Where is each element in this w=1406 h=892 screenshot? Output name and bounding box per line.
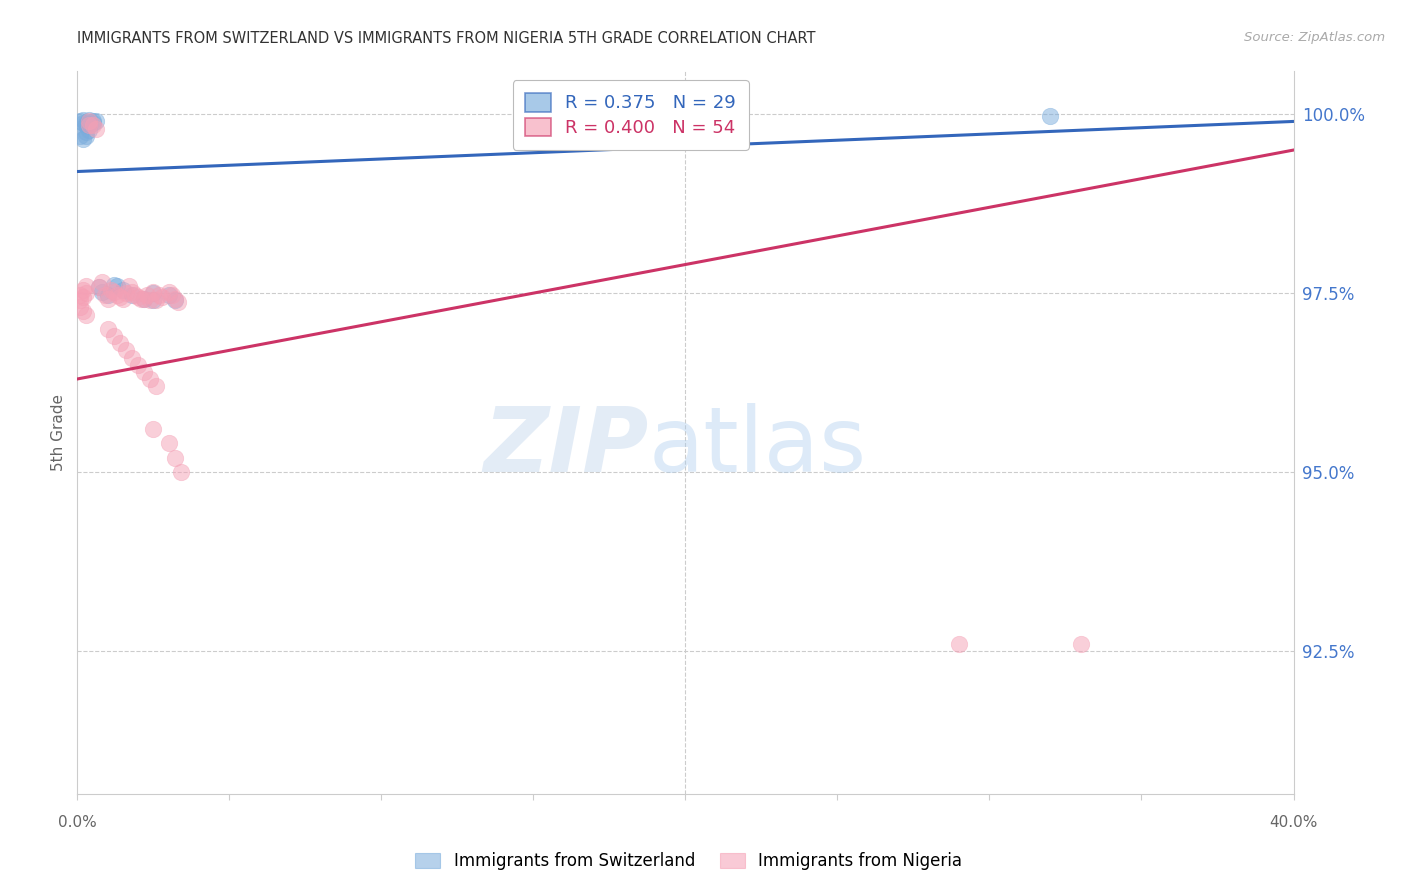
Point (82, 118, 104, 132)
Point (163, 293, 186, 308)
Point (160, 287, 183, 301)
Point (145, 379, 167, 393)
Legend: Immigrants from Switzerland, Immigrants from Nigeria: Immigrants from Switzerland, Immigrants … (409, 846, 969, 877)
Text: IMMIGRANTS FROM SWITZERLAND VS IMMIGRANTS FROM NIGERIA 5TH GRADE CORRELATION CHA: IMMIGRANTS FROM SWITZERLAND VS IMMIGRANT… (77, 31, 815, 46)
Point (111, 292, 134, 306)
Point (157, 436, 180, 450)
Point (103, 277, 125, 292)
Point (134, 292, 156, 306)
Point (142, 286, 165, 301)
Point (84, 121, 107, 136)
Point (157, 285, 180, 299)
Point (136, 287, 159, 301)
Point (124, 287, 146, 301)
Point (90, 276, 112, 290)
Point (1039, 109, 1062, 123)
Point (720, 113, 742, 128)
Text: 0.0%: 0.0% (58, 815, 97, 830)
Point (82, 116, 104, 130)
Point (142, 293, 165, 308)
Text: atlas: atlas (650, 403, 868, 491)
Point (148, 287, 170, 301)
Point (75, 116, 97, 130)
Point (142, 285, 165, 299)
Point (105, 287, 128, 301)
Point (129, 292, 152, 306)
Point (127, 358, 149, 372)
Y-axis label: 5th Grade: 5th Grade (51, 394, 66, 471)
Point (82, 114, 104, 128)
Point (134, 365, 156, 379)
Point (108, 336, 131, 351)
Point (163, 450, 186, 465)
Point (152, 290, 174, 304)
Point (75, 286, 97, 301)
Point (79, 118, 101, 132)
Point (97, 292, 120, 306)
Point (72, 116, 94, 130)
Point (121, 285, 143, 299)
Text: 40.0%: 40.0% (1270, 815, 1317, 830)
Point (75, 128, 97, 143)
Point (97, 287, 120, 301)
Point (79, 114, 101, 128)
Point (69, 128, 91, 143)
Legend: R = 0.375   N = 29, R = 0.400   N = 54: R = 0.375 N = 29, R = 0.400 N = 54 (513, 80, 748, 150)
Point (121, 351, 143, 365)
Point (127, 290, 149, 304)
Point (75, 125, 97, 139)
Point (118, 279, 141, 293)
Point (87, 280, 110, 294)
Text: Source: ZipAtlas.com: Source: ZipAtlas.com (1244, 31, 1385, 45)
Point (105, 279, 128, 293)
Point (103, 329, 125, 343)
Point (170, 465, 193, 479)
Point (163, 292, 186, 306)
Point (75, 118, 97, 132)
Point (948, 637, 970, 651)
Point (134, 292, 156, 306)
Point (90, 285, 112, 299)
Point (139, 372, 162, 386)
Point (69, 114, 91, 128)
Point (69, 293, 91, 308)
Point (115, 286, 138, 301)
Point (75, 308, 97, 322)
Point (100, 283, 122, 297)
Point (1070, 637, 1092, 651)
Point (84, 114, 107, 128)
Point (79, 113, 101, 128)
Point (69, 301, 91, 315)
Point (79, 123, 101, 137)
Point (72, 113, 94, 128)
Point (87, 280, 110, 294)
Point (103, 285, 125, 299)
Point (115, 343, 138, 358)
Point (69, 287, 91, 301)
Point (72, 304, 94, 318)
Point (79, 118, 101, 132)
Text: ZIP: ZIP (484, 403, 650, 491)
Point (145, 293, 167, 308)
Point (93, 287, 115, 301)
Point (139, 293, 162, 308)
Point (108, 290, 131, 304)
Point (72, 132, 94, 146)
Point (72, 290, 94, 304)
Point (111, 283, 134, 297)
Point (75, 279, 97, 293)
Point (142, 422, 165, 436)
Point (97, 322, 120, 336)
Point (121, 287, 143, 301)
Point (157, 287, 180, 301)
Point (166, 294, 188, 309)
Point (72, 283, 94, 297)
